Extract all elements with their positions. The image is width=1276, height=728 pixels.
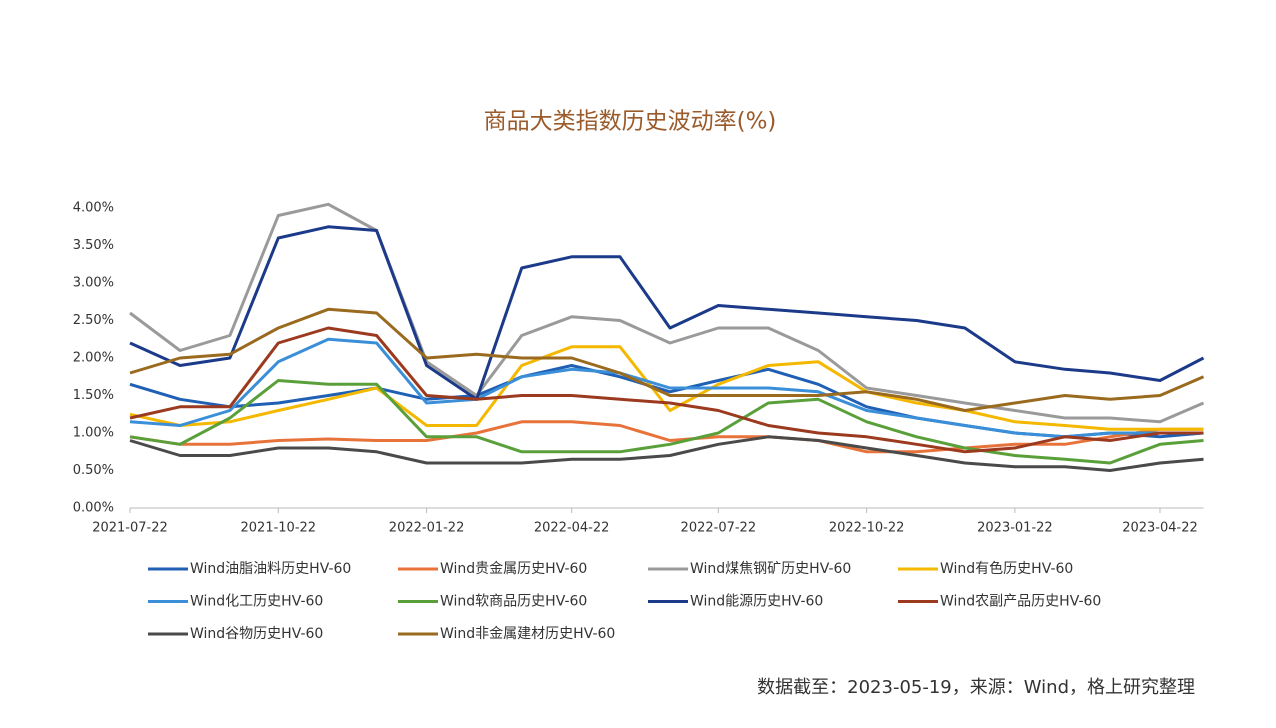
- x-tick-label: 2021-10-22: [241, 521, 317, 536]
- x-tick-label: 2022-10-22: [829, 521, 905, 536]
- series-line: [129, 225, 1205, 401]
- legend-label: Wind油脂油料历史HV-60: [190, 561, 351, 577]
- legend-label: Wind能源历史HV-60: [690, 594, 823, 610]
- y-tick-label: 3.00%: [73, 276, 114, 291]
- y-tick-label: 2.50%: [73, 313, 114, 328]
- y-tick-label: 4.00%: [73, 201, 114, 216]
- legend-label: Wind化工历史HV-60: [190, 594, 323, 610]
- y-tick-label: 0.00%: [73, 501, 114, 516]
- series-line: [129, 326, 1204, 454]
- legend-label: Wind煤焦钢矿历史HV-60: [690, 561, 851, 577]
- legend-label: Wind有色历史HV-60: [940, 560, 1073, 577]
- x-tick-label: 2021-07-22: [92, 521, 168, 536]
- legend-label: Wind贵金属历史HV-60: [440, 561, 587, 577]
- source-note: 数据截至：2023-05-19，来源：Wind，格上研究整理: [757, 677, 1195, 698]
- legend-label: Wind谷物历史HV-60: [190, 626, 323, 642]
- y-tick-label: 2.00%: [73, 351, 114, 366]
- series-line: [129, 307, 1205, 412]
- x-tick-label: 2023-01-22: [977, 521, 1053, 536]
- y-tick-label: 1.00%: [73, 426, 114, 441]
- y-tick-label: 3.50%: [73, 238, 114, 253]
- y-tick-label: 1.50%: [73, 388, 114, 403]
- chart-title: 商品大类指数历史波动率(%): [484, 109, 777, 135]
- legend-label: Wind非金属建材历史HV-60: [440, 626, 615, 642]
- series-line: [129, 435, 1204, 472]
- x-tick-label: 2022-04-22: [534, 521, 610, 536]
- legend-label: Wind软商品历史HV-60: [440, 594, 587, 610]
- series-line: [129, 202, 1205, 424]
- y-tick-label: 0.50%: [73, 463, 114, 478]
- series-line: [129, 379, 1204, 465]
- x-tick-label: 2022-07-22: [681, 521, 757, 536]
- series-line: [129, 337, 1204, 439]
- x-tick-label: 2022-01-22: [389, 521, 465, 536]
- series-line: [129, 345, 1204, 431]
- x-tick-label: 2023-04-22: [1122, 521, 1198, 536]
- legend-label: Wind农副产品历史HV-60: [940, 594, 1101, 610]
